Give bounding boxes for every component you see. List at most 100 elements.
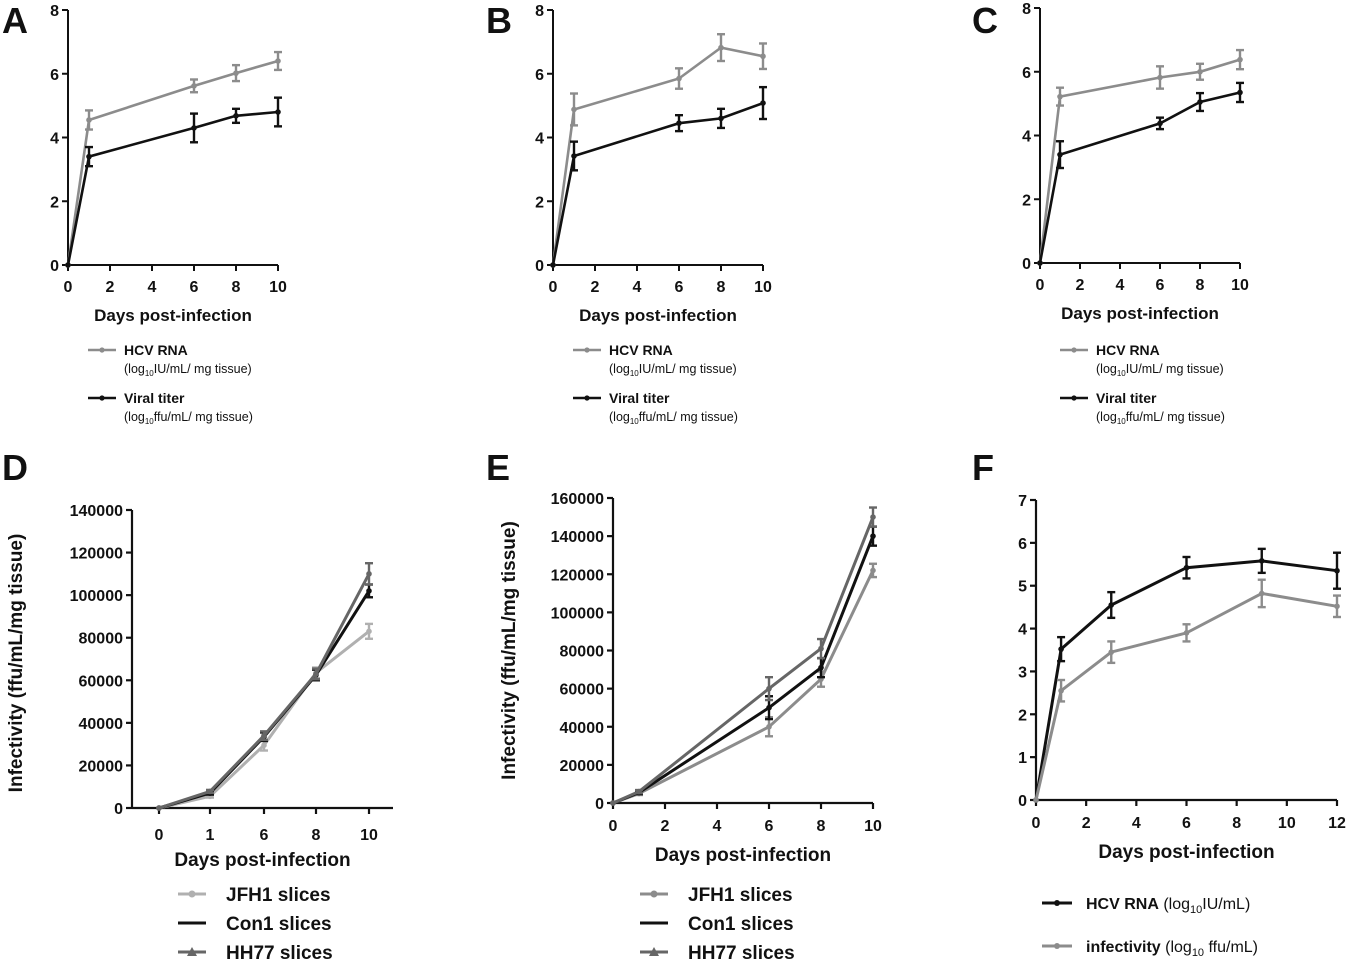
data-point (818, 664, 824, 671)
legend-label: JFH1 slices (226, 885, 331, 906)
legend-entry: HCV RNA (log10IU/mL/ mg tissue) (88, 342, 252, 378)
legend-label: Viral titer (609, 390, 670, 406)
data-point (86, 117, 92, 123)
legend-label: Con1 slices (688, 914, 794, 935)
panel-letter: C (972, 0, 998, 41)
data-point (766, 704, 772, 711)
legend-label: Con1 slices (226, 914, 332, 935)
panel-letter: A (2, 0, 28, 41)
data-point (818, 645, 824, 652)
data-point (760, 53, 766, 60)
x-tick-label: 4 (1116, 277, 1125, 294)
data-point (1197, 99, 1203, 105)
y-tick-label: 20000 (79, 758, 124, 775)
x-tick-label: 2 (1076, 277, 1085, 294)
legend-label: HCV RNA (609, 342, 673, 358)
panel-letter: B (486, 0, 512, 41)
legend-entry: HH77 slices (640, 943, 795, 961)
legend-entry: JFH1 slices (640, 885, 793, 906)
x-axis-title: Days post-infection (1061, 304, 1219, 323)
y-tick-label: 4 (1018, 622, 1027, 639)
y-tick-label: 5 (1018, 579, 1027, 596)
legend-label: Viral titer (1096, 390, 1157, 406)
x-axis-title: Days post-infection (655, 845, 831, 866)
x-axis-title: Days post-infection (579, 306, 737, 325)
panel-letter: E (486, 447, 510, 488)
x-tick-label: 2 (106, 279, 115, 296)
series-1 (156, 583, 373, 811)
legend-label: Viral titer (124, 390, 185, 406)
panel-letter: D (2, 447, 28, 488)
x-tick-label: 0 (609, 818, 618, 835)
y-tick-label: 100000 (551, 605, 604, 622)
data-point (760, 100, 766, 106)
data-point (1237, 56, 1243, 63)
data-point (870, 567, 876, 574)
data-point (1183, 630, 1190, 636)
x-tick-label: 8 (817, 818, 826, 835)
y-tick-label: 2 (535, 194, 544, 211)
x-tick-label: 2 (591, 279, 600, 296)
x-tick-label: 6 (1156, 277, 1165, 294)
data-point (571, 106, 577, 113)
x-tick-label: 4 (148, 279, 157, 296)
series-1 (1033, 578, 1341, 803)
y-tick-label: 0 (1018, 793, 1027, 810)
legend-entry: Viral titer (log10ffu/mL/ mg tissue) (88, 390, 253, 426)
data-point (1057, 93, 1063, 100)
series-line (551, 46, 764, 266)
y-tick-label: 40000 (79, 716, 124, 733)
y-tick-label: 120000 (551, 567, 604, 584)
y-tick-label: 1 (1018, 750, 1027, 767)
data-point (313, 671, 319, 677)
data-point (1258, 590, 1265, 597)
data-point (1183, 564, 1190, 571)
legend-unit: (log10IU/mL/ mg tissue) (1096, 362, 1224, 378)
x-tick-label: 0 (549, 279, 558, 296)
y-tick-label: 6 (1018, 536, 1027, 553)
y-tick-label: 20000 (560, 758, 605, 775)
y-tick-label: 6 (1022, 65, 1031, 82)
data-point (366, 628, 372, 635)
legend-marker (1071, 347, 1077, 353)
legend-marker (650, 890, 658, 898)
series-line (1038, 91, 1241, 264)
y-tick-label: 2 (1022, 192, 1031, 209)
legend-label: infectivity (log10 ffu/mL) (1086, 939, 1258, 959)
x-tick-label: 0 (64, 279, 73, 296)
y-tick-label: 4 (535, 131, 544, 148)
x-tick-label: 1 (206, 827, 215, 844)
data-point (676, 75, 682, 82)
data-point (1058, 646, 1064, 652)
data-point (261, 732, 267, 739)
y-tick-label: 80000 (79, 631, 124, 648)
series-0 (65, 50, 282, 268)
series-1 (1037, 81, 1244, 266)
y-tick-label: 100000 (70, 588, 123, 605)
series-line (158, 630, 370, 810)
legend-unit: (log10ffu/mL/ mg tissue) (124, 410, 253, 426)
x-tick-label: 4 (633, 279, 642, 296)
y-tick-label: 60000 (560, 682, 605, 699)
data-point (766, 685, 772, 692)
y-tick-label: 8 (1022, 1, 1031, 18)
y-tick-label: 140000 (551, 529, 604, 546)
series-2 (610, 506, 877, 806)
legend-label: HH77 slices (226, 943, 333, 961)
series-0 (1037, 48, 1244, 266)
x-tick-label: 8 (1196, 277, 1205, 294)
legend-entry: Con1 slices (640, 914, 794, 935)
data-point (1033, 797, 1039, 803)
x-axis-title: Days post-infection (174, 850, 350, 871)
x-tick-label: 0 (155, 827, 164, 844)
series-line (1034, 591, 1338, 801)
panel-letter: F (972, 447, 994, 488)
x-axis-title: Days post-infection (94, 306, 252, 325)
x-tick-label: 10 (269, 279, 287, 296)
data-point (1258, 558, 1265, 564)
series-line (158, 573, 371, 810)
x-tick-label: 10 (1231, 277, 1249, 294)
legend-unit: (log10IU/mL/ mg tissue) (609, 362, 737, 378)
data-point (1334, 567, 1340, 574)
y-tick-label: 3 (1018, 664, 1027, 681)
